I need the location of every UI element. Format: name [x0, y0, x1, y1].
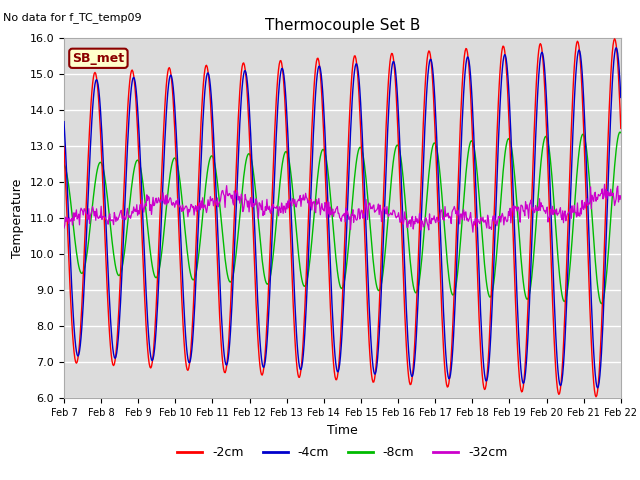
Text: No data for f_TC_temp09: No data for f_TC_temp09	[3, 12, 142, 23]
Title: Thermocouple Set B: Thermocouple Set B	[265, 18, 420, 33]
Text: SB_met: SB_met	[72, 52, 124, 65]
Legend: -2cm, -4cm, -8cm, -32cm: -2cm, -4cm, -8cm, -32cm	[172, 441, 513, 464]
X-axis label: Time: Time	[327, 424, 358, 437]
Y-axis label: Temperature: Temperature	[11, 179, 24, 258]
